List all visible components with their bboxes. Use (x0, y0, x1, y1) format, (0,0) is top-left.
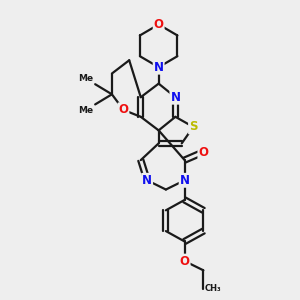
Text: S: S (189, 120, 197, 134)
Text: N: N (180, 174, 190, 187)
Text: Me: Me (78, 106, 93, 115)
Text: N: N (142, 174, 152, 187)
Text: O: O (180, 255, 190, 268)
Text: N: N (170, 91, 180, 104)
Text: O: O (198, 146, 208, 158)
Text: Me: Me (78, 74, 93, 83)
Text: CH₃: CH₃ (205, 284, 221, 293)
Text: O: O (154, 18, 164, 31)
Text: O: O (118, 103, 128, 116)
Text: N: N (154, 61, 164, 74)
